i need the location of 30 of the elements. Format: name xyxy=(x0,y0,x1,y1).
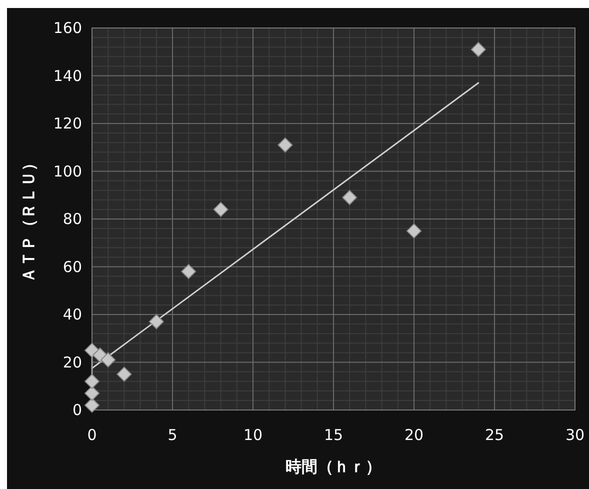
point xyxy=(148,314,164,330)
y-tick-label: 0 xyxy=(72,401,82,419)
x-tick-label: 0 xyxy=(87,426,97,444)
y-tick-label: 20 xyxy=(62,353,82,372)
point xyxy=(213,202,228,217)
point xyxy=(84,374,100,389)
x-tick-label: 5 xyxy=(168,426,178,444)
x-tick-label: 30 xyxy=(565,426,585,444)
x-tick-label: 25 xyxy=(484,426,504,444)
point xyxy=(84,386,100,401)
x-tick-label: 10 xyxy=(243,426,263,444)
point xyxy=(100,352,116,368)
y-tick-label: 140 xyxy=(53,66,82,85)
y-tick-label: 40 xyxy=(62,306,82,324)
y-tick-label: 60 xyxy=(62,258,82,276)
point xyxy=(406,223,422,238)
point xyxy=(181,264,196,280)
point xyxy=(278,137,293,152)
point xyxy=(470,42,486,57)
point xyxy=(116,366,132,382)
x-tick-label: 15 xyxy=(324,426,344,444)
point xyxy=(84,398,100,413)
y-tick-label: 160 xyxy=(53,19,82,37)
x-tick-label: 20 xyxy=(404,426,424,444)
point xyxy=(342,190,358,206)
y-tick-label: 100 xyxy=(53,162,82,180)
y-axis-title: ＡＴＰ（ＲＬＵ） xyxy=(19,155,38,283)
y-tick-label: 80 xyxy=(62,210,82,228)
x-axis-title: 時間（ｈｒ） xyxy=(286,457,382,476)
y-tick-label: 120 xyxy=(53,114,82,132)
